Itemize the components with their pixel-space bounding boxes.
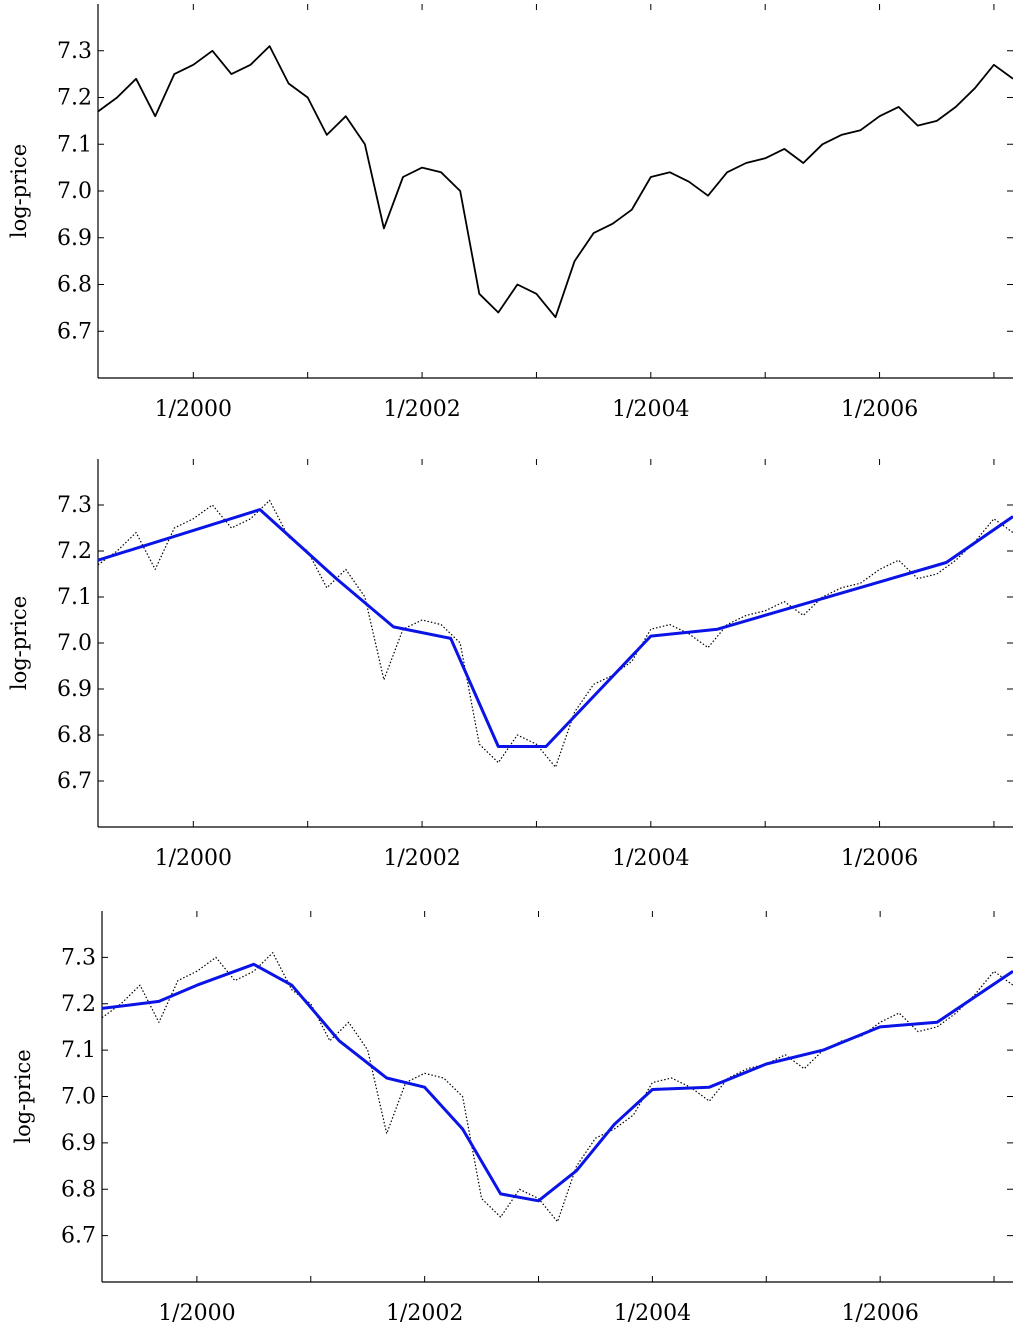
y-axis-label: log-price [11, 1049, 35, 1143]
x-tick-label: 1/2000 [158, 1301, 235, 1326]
y-tick-label: 7.0 [57, 631, 92, 656]
price-series-dotted-1 [97, 499, 1013, 768]
x-tick-label: 1/2004 [612, 397, 689, 422]
x-tick-label: 1/2004 [614, 1301, 691, 1326]
y-tick-label: 6.7 [57, 769, 92, 794]
y-tick-label: 6.8 [57, 273, 92, 298]
y-tick-label: 7.3 [57, 39, 92, 64]
x-tick-label: 1/2006 [841, 397, 918, 422]
y-tick-label: 7.1 [57, 132, 92, 157]
y-tick-label: 6.8 [61, 1177, 96, 1202]
y-tick-label: 6.9 [57, 226, 92, 251]
y-tick-label: 7.1 [57, 585, 92, 610]
chart-panel-2: 6.7 6.8 6.9 7.0 7.1 7.2 7.3 1/2000 1/2002 1/2004 1… [7, 459, 1013, 871]
y-axis-label: log-price [7, 144, 31, 238]
y-tick-label: 7.0 [61, 1085, 96, 1110]
fitted-trend-series-2 [101, 962, 1013, 1203]
y-tick-label: 6.8 [57, 723, 92, 748]
x-tick-label: 1/2006 [841, 1301, 918, 1326]
price-series-1 [97, 45, 1013, 319]
fitted-trend-series-2 [97, 508, 1013, 748]
x-tick-label: 1/2002 [386, 1301, 463, 1326]
y-tick-label: 7.0 [57, 179, 92, 204]
y-tick-label: 7.2 [61, 992, 96, 1017]
y-tick-label: 6.7 [57, 319, 92, 344]
y-tick-label: 6.7 [61, 1224, 96, 1249]
y-tick-label: 7.3 [61, 945, 96, 970]
x-tick-label: 1/2004 [612, 846, 689, 871]
y-tick-label: 6.9 [57, 677, 92, 702]
y-tick-label: 7.1 [61, 1038, 96, 1063]
x-tick-label: 1/2000 [155, 846, 232, 871]
chart-panel-1: 6.7 6.8 6.9 7.0 7.1 7.2 7.3 1/2000 1/2002 1/2004 1… [7, 4, 1013, 422]
y-tick-label: 7.3 [57, 493, 92, 518]
x-tick-label: 1/2002 [383, 397, 460, 422]
x-tick-label: 1/2000 [155, 397, 232, 422]
y-tick-label: 7.2 [57, 86, 92, 111]
x-tick-label: 1/2002 [383, 846, 460, 871]
y-tick-label: 6.9 [61, 1131, 96, 1156]
x-tick-label: 1/2006 [841, 846, 918, 871]
y-tick-label: 7.2 [57, 539, 92, 564]
chart-panel-3: 6.7 6.8 6.9 7.0 7.1 7.2 7.3 1/2000 1/2002 1/2004 1… [11, 911, 1013, 1326]
y-axis-label: log-price [7, 596, 31, 690]
price-series-dotted-1 [101, 952, 1013, 1223]
